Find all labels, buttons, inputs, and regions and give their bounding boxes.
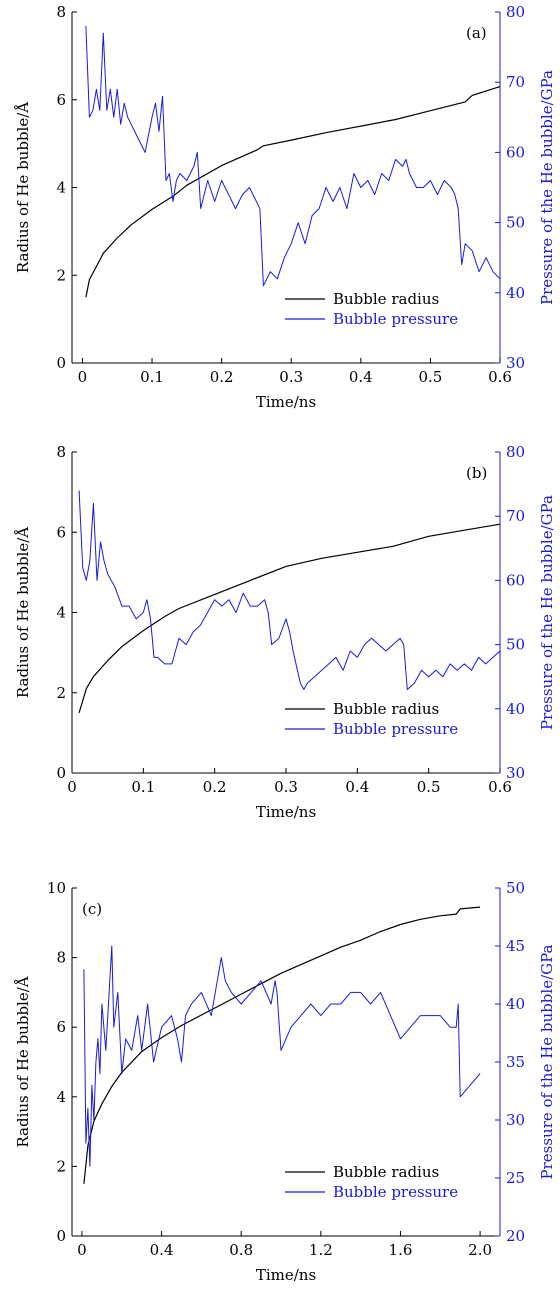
x-axis-label: Time/ns	[256, 1266, 316, 1284]
right-y-tick-label: 70	[506, 507, 525, 525]
right-y-axis-label: Pressure of the He bubble/GPa	[538, 70, 556, 305]
x-tick-label: 0.4	[349, 368, 373, 386]
left-y-tick-label: 0	[56, 354, 66, 372]
right-y-tick-label: 45	[506, 937, 525, 955]
x-tick-label: 0	[67, 778, 77, 796]
legend-label: Bubble pressure	[333, 720, 458, 738]
left-y-tick-label: 4	[56, 179, 66, 197]
left-y-axis-label: Radius of He bubble/Å	[14, 102, 32, 273]
left-y-tick-label: 8	[56, 3, 66, 21]
x-tick-label: 2.0	[468, 1241, 492, 1259]
right-y-tick-label: 50	[506, 214, 525, 232]
radius-series-line	[83, 906, 481, 1184]
x-tick-label: 0.2	[210, 368, 234, 386]
right-y-tick-label: 70	[506, 73, 525, 91]
legend-label: Bubble radius	[333, 1163, 439, 1181]
x-tick-label: 0.1	[131, 778, 155, 796]
radius-series-line	[85, 86, 501, 298]
right-y-tick-label: 80	[506, 3, 525, 21]
right-y-axis-label: Pressure of the He bubble/GPa	[538, 944, 556, 1179]
left-y-tick-label: 0	[56, 1227, 66, 1245]
left-y-tick-label: 10	[47, 879, 66, 897]
left-y-tick-label: 6	[56, 1018, 66, 1036]
right-y-tick-label: 40	[506, 284, 525, 302]
left-y-tick-label: 6	[56, 91, 66, 109]
x-tick-label: 0	[78, 368, 88, 386]
right-y-tick-label: 40	[506, 995, 525, 1013]
x-tick-label: 0.3	[274, 778, 298, 796]
right-y-tick-label: 60	[506, 143, 525, 161]
right-y-axis-label: Pressure of the He bubble/GPa	[538, 495, 556, 730]
left-y-tick-label: 4	[56, 1088, 66, 1106]
x-tick-label: 0.3	[279, 368, 303, 386]
left-y-tick-label: 2	[56, 684, 66, 702]
x-tick-label: 0.5	[418, 368, 442, 386]
right-y-tick-label: 25	[506, 1169, 525, 1187]
x-tick-label: 0.6	[488, 368, 512, 386]
left-y-tick-label: 2	[56, 1157, 66, 1175]
left-y-axis-label: Radius of He bubble/Å	[14, 527, 32, 698]
x-tick-label: 0.8	[229, 1241, 253, 1259]
x-tick-label: 1.2	[309, 1241, 333, 1259]
chart-panel: 0 0.1 0.2 0.3 0.4 0.5 0.6 0 2 4 6 8 30 40 50 60 70 80 Time…	[14, 443, 556, 821]
legend-label: Bubble radius	[333, 290, 439, 308]
chart-panel: 0 0.4 0.8 1.2 1.6 2.0 0 2 4 6 8 10 20 25 30 35 40 45 50 Tim…	[14, 879, 556, 1284]
left-y-tick-label: 6	[56, 523, 66, 541]
x-tick-label: 0	[77, 1241, 87, 1259]
x-tick-label: 1.6	[389, 1241, 413, 1259]
legend-label: Bubble radius	[333, 700, 439, 718]
pressure-series-line	[85, 25, 501, 287]
x-tick-label: 0.4	[150, 1241, 174, 1259]
right-y-tick-label: 40	[506, 700, 525, 718]
x-tick-label: 0.2	[203, 778, 227, 796]
left-y-tick-label: 0	[56, 764, 66, 782]
right-y-tick-label: 50	[506, 636, 525, 654]
panel-label: (b)	[466, 464, 487, 482]
panel-label: (c)	[82, 900, 102, 918]
right-y-tick-label: 60	[506, 571, 525, 589]
chart-panel: 0 0.1 0.2 0.3 0.4 0.5 0.6 0 2 4 6 8 30 40 50 60 70 80 Time…	[14, 3, 556, 411]
right-y-tick-label: 50	[506, 879, 525, 897]
right-y-tick-label: 35	[506, 1053, 525, 1071]
x-tick-label: 0.4	[345, 778, 369, 796]
left-y-tick-label: 4	[56, 604, 66, 622]
left-y-axis-label: Radius of He bubble/Å	[14, 976, 32, 1147]
right-y-tick-label: 20	[506, 1227, 525, 1245]
right-y-tick-label: 30	[506, 354, 525, 372]
x-tick-label: 0.6	[488, 778, 512, 796]
legend-label: Bubble pressure	[333, 310, 458, 328]
left-y-tick-label: 8	[56, 949, 66, 967]
x-tick-label: 0.1	[140, 368, 164, 386]
right-y-tick-label: 80	[506, 443, 525, 461]
right-y-tick-label: 30	[506, 1111, 525, 1129]
x-axis-label: Time/ns	[256, 803, 316, 821]
pressure-series-line	[78, 490, 501, 690]
radius-series-line	[78, 523, 501, 713]
x-axis-label: Time/ns	[256, 393, 316, 411]
panel-label: (a)	[466, 24, 487, 42]
legend-label: Bubble pressure	[333, 1183, 458, 1201]
right-y-tick-label: 30	[506, 764, 525, 782]
pressure-series-line	[83, 945, 481, 1167]
left-y-tick-label: 8	[56, 443, 66, 461]
x-tick-label: 0.5	[417, 778, 441, 796]
left-y-tick-label: 2	[56, 266, 66, 284]
